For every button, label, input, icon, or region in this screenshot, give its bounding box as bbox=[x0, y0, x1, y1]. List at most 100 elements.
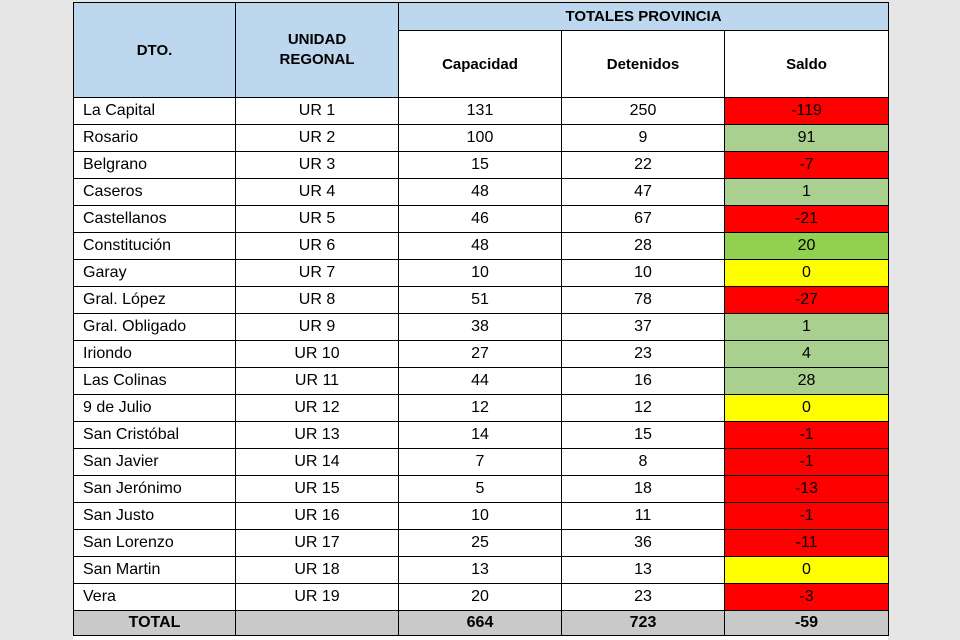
cell-dto: Constitución bbox=[73, 232, 236, 260]
cell-unidad-regional: UR 4 bbox=[235, 178, 399, 206]
table-row: Rosario UR 2 100 9 91 bbox=[73, 124, 889, 152]
cell-capacidad: 25 bbox=[398, 529, 562, 557]
cell-detenidos: 23 bbox=[561, 340, 725, 368]
cell-saldo: -119 bbox=[724, 97, 889, 125]
cell-detenidos: 15 bbox=[561, 421, 725, 449]
total-ur-empty bbox=[235, 610, 399, 636]
cell-dto: Gral. López bbox=[73, 286, 236, 314]
cell-saldo: 0 bbox=[724, 556, 889, 584]
cell-unidad-regional: UR 10 bbox=[235, 340, 399, 368]
prison-capacity-table: DTO. UNIDAD REGONAL TOTALES PROVINCIA Ca… bbox=[73, 2, 889, 636]
prison-capacity-sheet: DTO. UNIDAD REGONAL TOTALES PROVINCIA Ca… bbox=[73, 2, 889, 640]
cell-saldo: 0 bbox=[724, 259, 889, 287]
cell-unidad-regional: UR 1 bbox=[235, 97, 399, 125]
cell-dto: Rosario bbox=[73, 124, 236, 152]
cell-saldo: 4 bbox=[724, 340, 889, 368]
table-row: Gral. Obligado UR 9 38 37 1 bbox=[73, 313, 889, 341]
cell-detenidos: 37 bbox=[561, 313, 725, 341]
cell-detenidos: 36 bbox=[561, 529, 725, 557]
total-saldo: -59 bbox=[724, 610, 889, 636]
total-detenidos: 723 bbox=[561, 610, 725, 636]
table-row: San Justo UR 16 10 11 -1 bbox=[73, 502, 889, 530]
cell-dto: Belgrano bbox=[73, 151, 236, 179]
cell-dto: San Jerónimo bbox=[73, 475, 236, 503]
cell-dto: San Justo bbox=[73, 502, 236, 530]
cell-dto: San Javier bbox=[73, 448, 236, 476]
table-row: Iriondo UR 10 27 23 4 bbox=[73, 340, 889, 368]
header-saldo: Saldo bbox=[724, 30, 889, 98]
header-detenidos: Detenidos bbox=[561, 30, 725, 98]
cell-capacidad: 13 bbox=[398, 556, 562, 584]
cell-saldo: -21 bbox=[724, 205, 889, 233]
cell-detenidos: 8 bbox=[561, 448, 725, 476]
cell-capacidad: 14 bbox=[398, 421, 562, 449]
cell-capacidad: 38 bbox=[398, 313, 562, 341]
cell-capacidad: 20 bbox=[398, 583, 562, 611]
table-row: Castellanos UR 5 46 67 -21 bbox=[73, 205, 889, 233]
cell-detenidos: 10 bbox=[561, 259, 725, 287]
header-row-top: DTO. UNIDAD REGONAL TOTALES PROVINCIA bbox=[73, 2, 889, 98]
cell-capacidad: 27 bbox=[398, 340, 562, 368]
cell-detenidos: 47 bbox=[561, 178, 725, 206]
table-row: San Javier UR 14 7 8 -1 bbox=[73, 448, 889, 476]
table-row: Las Colinas UR 11 44 16 28 bbox=[73, 367, 889, 395]
table-row: Caseros UR 4 48 47 1 bbox=[73, 178, 889, 206]
table-row: San Lorenzo UR 17 25 36 -11 bbox=[73, 529, 889, 557]
cell-capacidad: 7 bbox=[398, 448, 562, 476]
table-row: 9 de Julio UR 12 12 12 0 bbox=[73, 394, 889, 422]
cell-dto: Garay bbox=[73, 259, 236, 287]
cell-detenidos: 18 bbox=[561, 475, 725, 503]
cell-detenidos: 250 bbox=[561, 97, 725, 125]
cell-unidad-regional: UR 8 bbox=[235, 286, 399, 314]
cell-unidad-regional: UR 14 bbox=[235, 448, 399, 476]
cell-detenidos: 78 bbox=[561, 286, 725, 314]
cell-unidad-regional: UR 9 bbox=[235, 313, 399, 341]
cell-unidad-regional: UR 6 bbox=[235, 232, 399, 260]
cell-saldo: 91 bbox=[724, 124, 889, 152]
cell-capacidad: 100 bbox=[398, 124, 562, 152]
cell-capacidad: 48 bbox=[398, 232, 562, 260]
cell-detenidos: 13 bbox=[561, 556, 725, 584]
cell-detenidos: 28 bbox=[561, 232, 725, 260]
cell-saldo: 0 bbox=[724, 394, 889, 422]
table-row: Garay UR 7 10 10 0 bbox=[73, 259, 889, 287]
cell-dto: Castellanos bbox=[73, 205, 236, 233]
header-dto: DTO. bbox=[73, 2, 236, 98]
cell-unidad-regional: UR 17 bbox=[235, 529, 399, 557]
cell-unidad-regional: UR 5 bbox=[235, 205, 399, 233]
cell-dto: La Capital bbox=[73, 97, 236, 125]
cell-unidad-regional: UR 16 bbox=[235, 502, 399, 530]
cell-capacidad: 10 bbox=[398, 502, 562, 530]
cell-dto: San Martin bbox=[73, 556, 236, 584]
table-row: La Capital UR 1 131 250 -119 bbox=[73, 97, 889, 125]
cell-dto: Las Colinas bbox=[73, 367, 236, 395]
cell-saldo: -11 bbox=[724, 529, 889, 557]
cell-capacidad: 15 bbox=[398, 151, 562, 179]
cell-detenidos: 12 bbox=[561, 394, 725, 422]
cell-capacidad: 48 bbox=[398, 178, 562, 206]
cell-dto: San Lorenzo bbox=[73, 529, 236, 557]
cell-dto: San Cristóbal bbox=[73, 421, 236, 449]
cell-unidad-regional: UR 19 bbox=[235, 583, 399, 611]
cell-capacidad: 10 bbox=[398, 259, 562, 287]
header-row-bottom: Capacidad Detenidos Saldo bbox=[74, 30, 889, 98]
cell-saldo: -1 bbox=[724, 448, 889, 476]
cell-saldo: 28 bbox=[724, 367, 889, 395]
cell-unidad-regional: UR 15 bbox=[235, 475, 399, 503]
table-row: San Cristóbal UR 13 14 15 -1 bbox=[73, 421, 889, 449]
header-capacidad: Capacidad bbox=[398, 30, 562, 98]
header-totales-provincia: TOTALES PROVINCIA bbox=[398, 2, 889, 31]
cell-dto: Gral. Obligado bbox=[73, 313, 236, 341]
cell-saldo: 1 bbox=[724, 178, 889, 206]
cell-saldo: -7 bbox=[724, 151, 889, 179]
cell-unidad-regional: UR 13 bbox=[235, 421, 399, 449]
cell-saldo: -27 bbox=[724, 286, 889, 314]
cell-detenidos: 9 bbox=[561, 124, 725, 152]
cell-detenidos: 16 bbox=[561, 367, 725, 395]
cell-capacidad: 5 bbox=[398, 475, 562, 503]
cell-unidad-regional: UR 12 bbox=[235, 394, 399, 422]
cell-detenidos: 11 bbox=[561, 502, 725, 530]
total-capacidad: 664 bbox=[398, 610, 562, 636]
cell-saldo: -13 bbox=[724, 475, 889, 503]
cell-dto: Iriondo bbox=[73, 340, 236, 368]
